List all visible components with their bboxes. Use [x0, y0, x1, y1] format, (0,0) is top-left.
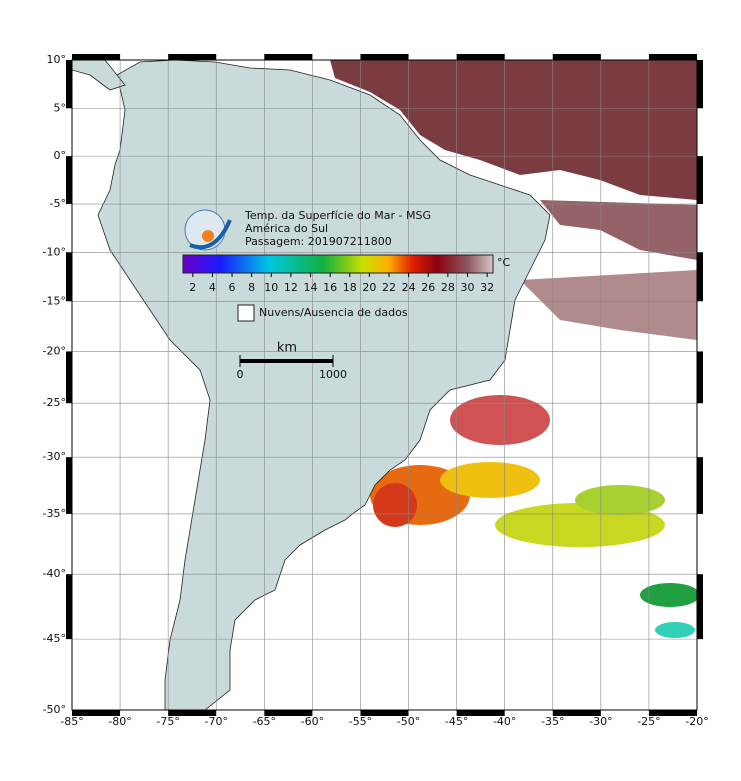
colorbar-label: 30 [460, 281, 474, 294]
lon-label: -50° [397, 715, 420, 728]
frame-stripe [264, 54, 313, 60]
colorbar-label: 12 [284, 281, 298, 294]
frame-stripe [66, 574, 72, 640]
frame-stripe [648, 710, 697, 716]
lat-label: -10° [43, 245, 66, 258]
colorbar-label: 28 [441, 281, 455, 294]
lat-label: -15° [43, 294, 66, 307]
colorbar-label: 2 [189, 281, 196, 294]
colorbar-label: 26 [421, 281, 435, 294]
colorbar-label: 18 [343, 281, 357, 294]
colorbar-label: 14 [304, 281, 318, 294]
lat-label: -45° [43, 632, 66, 645]
sst-patch [373, 483, 417, 527]
colorbar-label: 24 [402, 281, 416, 294]
clouds [520, 270, 697, 340]
legend: Temp. da Superfície do Mar - MSG América… [182, 209, 511, 363]
colorbar [182, 254, 494, 274]
lat-label: -40° [43, 567, 66, 580]
scalebar-label: 0 [237, 368, 244, 381]
frame-stripe [697, 252, 703, 302]
frame-stripe [552, 54, 601, 60]
frame-stripe [648, 54, 697, 60]
sst-patch [655, 622, 695, 638]
frame-stripe [697, 457, 703, 514]
lat-label: -5° [50, 197, 66, 210]
lat-label: -30° [43, 450, 66, 463]
lat-label: 0° [54, 149, 67, 162]
colorbar-unit: °C [497, 256, 511, 269]
colorbar-label: 22 [382, 281, 396, 294]
nodata-swatch [237, 304, 255, 322]
lon-label: -75° [156, 715, 179, 728]
frame-stripe [697, 156, 703, 205]
lon-label: -45° [445, 715, 468, 728]
lat-label: -35° [43, 507, 66, 520]
frame-stripe [360, 54, 409, 60]
clouds [330, 60, 697, 200]
lat-label: 5° [54, 101, 67, 114]
lon-label: -55° [349, 715, 372, 728]
lon-label: -20° [685, 715, 708, 728]
colorbar-label: 10 [264, 281, 278, 294]
clouds [540, 200, 697, 260]
sst-patch [575, 485, 665, 515]
scalebar-unit: km [277, 341, 297, 356]
lon-label: -65° [253, 715, 276, 728]
frame-stripe [552, 710, 601, 716]
logo [189, 219, 232, 250]
lon-label: -35° [541, 715, 564, 728]
nodata-label: Nuvens/Ausencia de dados [259, 306, 408, 319]
sst-patch [450, 395, 550, 445]
lon-label: -30° [589, 715, 612, 728]
legend-region: América do Sul [245, 222, 328, 235]
lat-label: -50° [43, 703, 66, 716]
colorbar-label: 4 [209, 281, 216, 294]
map-body [72, 60, 697, 710]
frame-stripe [66, 457, 72, 514]
frame-stripe [72, 710, 121, 716]
lat-label: 10° [47, 53, 67, 66]
lat-label: -25° [43, 396, 66, 409]
sst-patch [640, 583, 697, 607]
lon-label: -25° [637, 715, 660, 728]
lon-label: -40° [493, 715, 516, 728]
colorbar-label: 6 [229, 281, 236, 294]
lat-label: -20° [43, 344, 66, 357]
scalebar [240, 359, 333, 363]
lon-label: -60° [301, 715, 324, 728]
frame-stripe [264, 710, 313, 716]
lon-label: -70° [204, 715, 227, 728]
frame-stripe [360, 710, 409, 716]
frame-stripe [697, 60, 703, 109]
colorbar-label: 16 [323, 281, 337, 294]
frame-stripe [456, 710, 505, 716]
lon-label: -80° [108, 715, 131, 728]
sst-patch [440, 462, 540, 498]
frame-stripe [66, 156, 72, 205]
lon-label: -85° [60, 715, 83, 728]
logo [202, 230, 214, 242]
frame-stripe [697, 574, 703, 640]
legend-pass: Passagem: 201907211800 [245, 235, 392, 248]
colorbar-label: 20 [362, 281, 376, 294]
frame-stripe [66, 60, 72, 109]
scalebar-label: 1000 [319, 368, 347, 381]
frame-stripe [72, 54, 121, 60]
frame-stripe [456, 54, 505, 60]
frame-stripe [697, 351, 703, 404]
colorbar-label: 32 [480, 281, 494, 294]
frame-stripe [168, 710, 217, 716]
frame-stripe [66, 252, 72, 302]
colorbar-label: 8 [248, 281, 255, 294]
central-america [72, 60, 126, 91]
legend-title: Temp. da Superfície do Mar - MSG [244, 209, 431, 222]
frame-stripe [168, 54, 217, 60]
frame-stripe [66, 351, 72, 404]
